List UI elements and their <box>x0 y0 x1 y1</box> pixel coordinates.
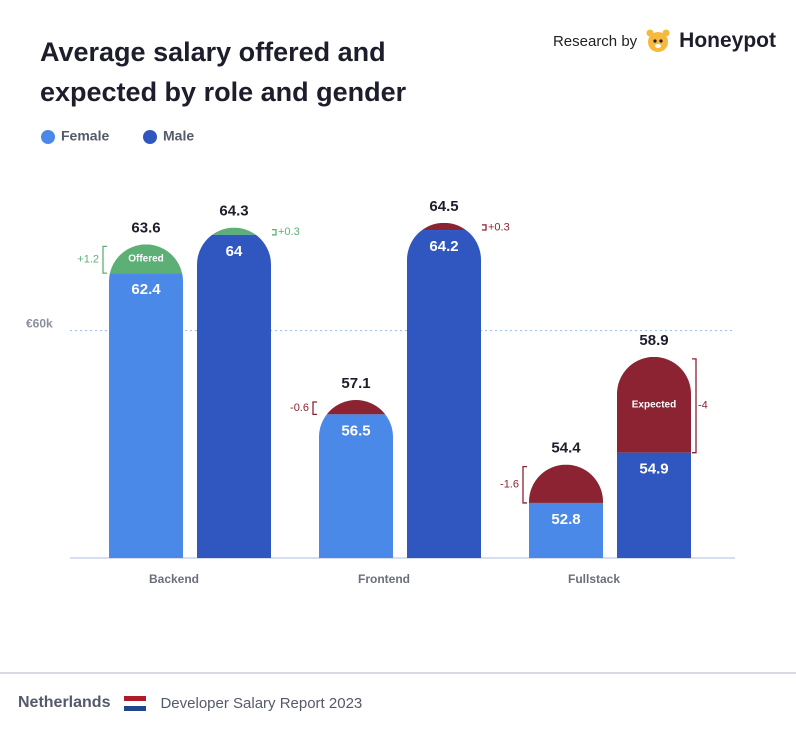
difference-label: -1.6 <box>500 479 519 491</box>
cap-label: Expected <box>632 399 676 410</box>
top-value-label: 57.1 <box>341 375 370 392</box>
difference-label: -0.6 <box>290 402 309 414</box>
top-value-label: 54.4 <box>551 440 581 457</box>
legend-label: Male <box>163 128 194 144</box>
difference-bracket <box>522 465 527 504</box>
difference-label: +0.3 <box>278 226 300 238</box>
legend-swatch <box>143 130 157 144</box>
x-tick-label: Frontend <box>358 572 410 586</box>
bar-cap <box>407 222 481 231</box>
footer: Netherlands Developer Salary Report 2023 <box>0 672 796 732</box>
footer-report: Developer Salary Report 2023 <box>160 694 363 712</box>
difference-label: +1.2 <box>77 254 99 266</box>
difference-bracket <box>102 245 107 274</box>
top-value-label: 63.6 <box>131 219 160 236</box>
chart-title: Average salary offered and expected by r… <box>40 37 407 107</box>
difference-bracket <box>482 224 487 231</box>
legend-label: Female <box>61 128 109 144</box>
bar <box>617 452 691 558</box>
base-value-label: 64 <box>226 243 243 260</box>
legend-swatch <box>41 130 55 144</box>
bar-cap <box>617 356 691 453</box>
brand-icon <box>646 29 670 52</box>
base-value-label: 64.2 <box>429 238 458 255</box>
difference-bracket <box>312 401 317 416</box>
brand-prefix: Research by <box>552 32 638 50</box>
base-value-label: 62.4 <box>131 281 161 298</box>
bar <box>529 502 603 558</box>
base-value-label: 56.5 <box>341 422 370 439</box>
bar-cap <box>319 400 393 415</box>
reference-label: €60k <box>26 317 53 331</box>
footer-country: Netherlands <box>18 694 111 711</box>
top-value-label: 58.9 <box>639 332 668 349</box>
bar-cap <box>529 464 603 503</box>
brand: Research by Honeypot <box>553 28 776 54</box>
bar <box>109 273 183 558</box>
difference-label: +0.3 <box>488 221 510 233</box>
base-value-label: 54.9 <box>639 461 668 478</box>
flag <box>124 695 147 711</box>
difference-bracket <box>692 358 697 454</box>
x-tick-label: Fullstack <box>568 572 620 586</box>
difference-label: -4 <box>698 400 708 412</box>
x-tick-label: Backend <box>149 572 199 586</box>
bar <box>407 230 481 558</box>
cap-label: Offered <box>128 253 164 264</box>
top-value-label: 64.3 <box>219 203 248 220</box>
top-value-label: 64.5 <box>429 198 458 215</box>
chart: Female Male €60k Backend 63.6 62.4 Offered +1.2… <box>26 128 735 586</box>
difference-bracket <box>272 228 277 236</box>
bar-cap <box>197 227 271 235</box>
bar <box>197 234 271 558</box>
brand-name: Honeypot <box>679 29 776 52</box>
bar <box>319 414 393 558</box>
base-value-label: 52.8 <box>551 511 580 528</box>
